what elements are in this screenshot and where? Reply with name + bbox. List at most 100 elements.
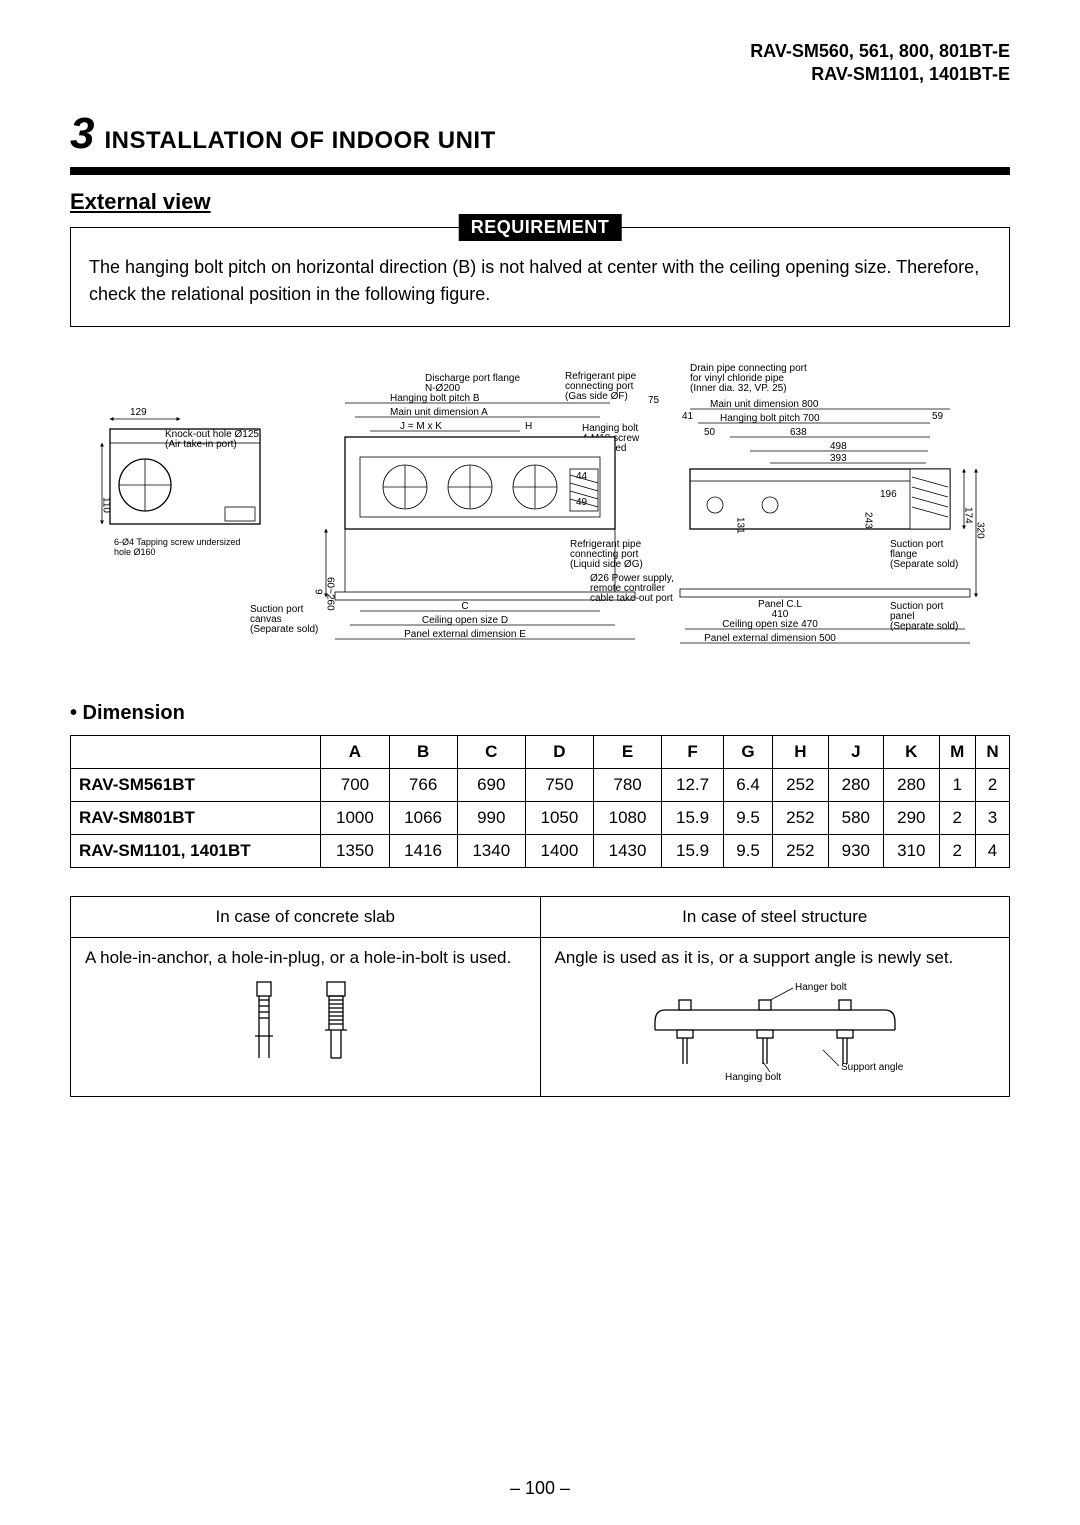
- install-header-row: In case of concrete slab In case of stee…: [71, 897, 1010, 938]
- lbl-suction-canvas: Suction port canvas (Separate sold): [250, 604, 318, 635]
- cell: 12.7: [662, 769, 724, 802]
- cell: 1: [939, 769, 975, 802]
- install-header-steel: In case of steel structure: [540, 897, 1010, 938]
- cell: 2: [939, 802, 975, 835]
- cell: 700: [321, 769, 389, 802]
- col-E: E: [593, 736, 661, 769]
- col-C: C: [457, 736, 525, 769]
- lbl-j-eq: J = M x K: [400, 421, 442, 432]
- install-header-concrete: In case of concrete slab: [71, 897, 541, 938]
- cell: 1050: [525, 802, 593, 835]
- lbl-tap-screw: 6-Ø4 Tapping screw undersized hole Ø160: [114, 537, 243, 557]
- lbl-49: 49: [576, 497, 588, 508]
- col-F: F: [662, 736, 724, 769]
- cell: 3: [975, 802, 1009, 835]
- cell: 990: [457, 802, 525, 835]
- lbl-panel-cl: Panel C.L410: [758, 599, 802, 620]
- lbl-41: 41: [682, 411, 694, 422]
- lbl-9: 9: [313, 589, 324, 595]
- col-A: A: [321, 736, 389, 769]
- cell: 766: [389, 769, 457, 802]
- lbl-243: 243: [863, 512, 874, 529]
- lbl-h: H: [525, 421, 532, 432]
- lbl-refrig-liq: Refrigerant pipe connecting port (Liquid…: [570, 539, 644, 570]
- lbl-suction-flange: Suction port flange (Separate sold): [890, 539, 958, 570]
- lbl-main-dim-a: Main unit dimension A: [390, 407, 488, 418]
- lbl-refrig-connect: Refrigerant pipe connecting port (Gas si…: [565, 371, 639, 402]
- col-B: B: [389, 736, 457, 769]
- col-D: D: [525, 736, 593, 769]
- top-right-labels: Drain pipe connecting port for vinyl chl…: [682, 363, 950, 464]
- section-text: INSTALLATION OF INDOOR UNIT: [104, 127, 495, 155]
- concrete-anchor-icon: [215, 976, 395, 1066]
- cell: 580: [828, 802, 883, 835]
- lbl-support-angle: Support angle: [841, 1062, 904, 1073]
- requirement-box: REQUIREMENT The hanging bolt pitch on ho…: [70, 227, 1010, 327]
- col-J: J: [828, 736, 883, 769]
- left-side-view: 129 110 Knock-out hole Ø125 (Air take-in…: [101, 407, 336, 635]
- lbl-131: 131: [735, 517, 746, 534]
- cell: 1000: [321, 802, 389, 835]
- cell: 1400: [525, 835, 593, 868]
- cell: 4: [975, 835, 1009, 868]
- lbl-75: 75: [648, 395, 660, 406]
- external-view-diagram: 129 110 Knock-out hole Ø125 (Air take-in…: [70, 357, 1010, 672]
- right-side-view: 131 243 196 174 320 Suction port flange …: [680, 469, 986, 644]
- cell: 1080: [593, 802, 661, 835]
- lbl-129: 129: [130, 407, 147, 418]
- lbl-suction-panel: Suction port panel (Separate sold): [890, 601, 958, 632]
- cell: 690: [457, 769, 525, 802]
- cell: 1066: [389, 802, 457, 835]
- lbl-discharge-flange: Discharge port flange N-Ø200: [425, 373, 523, 394]
- lbl-638: 638: [790, 427, 807, 438]
- section-number: 3: [70, 109, 94, 159]
- lbl-hang-pitch-700: Hanging bolt pitch 700: [720, 413, 820, 424]
- lbl-power-cable: Ø26 Power supply, remote controller cabl…: [590, 573, 677, 604]
- lbl-panel-ext-e: Panel external dimension E: [404, 629, 526, 640]
- install-body-row: A hole-in-anchor, a hole-in-plug, or a h…: [71, 938, 1010, 1097]
- dimension-table: A B C D E F G H J K M N RAV-SM561BT 700 …: [70, 735, 1010, 868]
- lbl-50: 50: [704, 427, 716, 438]
- table-header-empty: [71, 736, 321, 769]
- front-view: 44 49 C Ceiling open size D Panel extern…: [335, 437, 677, 640]
- row-model: RAV-SM801BT: [71, 802, 321, 835]
- cell: 252: [773, 802, 828, 835]
- lbl-ceiling-open-d: Ceiling open size D: [422, 615, 508, 626]
- install-text-concrete: A hole-in-anchor, a hole-in-plug, or a h…: [85, 948, 526, 968]
- cell: 6.4: [723, 769, 772, 802]
- lbl-panel-ext-500: Panel external dimension 500: [704, 633, 836, 644]
- install-text-steel: Angle is used as it is, or a support ang…: [555, 948, 996, 968]
- col-G: G: [723, 736, 772, 769]
- lbl-44: 44: [576, 471, 588, 482]
- lbl-hanger-bolt: Hanger bolt: [795, 982, 847, 993]
- model-line-2: RAV-SM1101, 1401BT-E: [70, 63, 1010, 86]
- lbl-393: 393: [830, 453, 847, 464]
- install-cell-concrete: A hole-in-anchor, a hole-in-plug, or a h…: [71, 938, 541, 1097]
- cell: 1430: [593, 835, 661, 868]
- cell: 252: [773, 835, 828, 868]
- table-header-row: A B C D E F G H J K M N: [71, 736, 1010, 769]
- cell: 280: [884, 769, 939, 802]
- lbl-196: 196: [880, 489, 897, 500]
- page-number: – 100 –: [0, 1478, 1080, 1499]
- lbl-59: 59: [932, 411, 944, 422]
- cell: 252: [773, 769, 828, 802]
- install-cell-steel: Angle is used as it is, or a support ang…: [540, 938, 1010, 1097]
- table-row: RAV-SM801BT 1000 1066 990 1050 1080 15.9…: [71, 802, 1010, 835]
- section-rule: [70, 167, 1010, 175]
- subheading-external-view: External view: [70, 189, 1010, 215]
- cell: 780: [593, 769, 661, 802]
- lbl-hang-pitch-b: Hanging bolt pitch B: [390, 393, 480, 404]
- col-H: H: [773, 736, 828, 769]
- section-title: 3 INSTALLATION OF INDOOR UNIT: [70, 109, 1010, 159]
- cell: 310: [884, 835, 939, 868]
- cell: 9.5: [723, 835, 772, 868]
- cell: 750: [525, 769, 593, 802]
- cell: 15.9: [662, 835, 724, 868]
- lbl-main-dim-800: Main unit dimension 800: [710, 399, 819, 410]
- cell: 9.5: [723, 802, 772, 835]
- model-line-1: RAV-SM560, 561, 800, 801BT-E: [70, 40, 1010, 63]
- cell: 290: [884, 802, 939, 835]
- row-model: RAV-SM561BT: [71, 769, 321, 802]
- col-N: N: [975, 736, 1009, 769]
